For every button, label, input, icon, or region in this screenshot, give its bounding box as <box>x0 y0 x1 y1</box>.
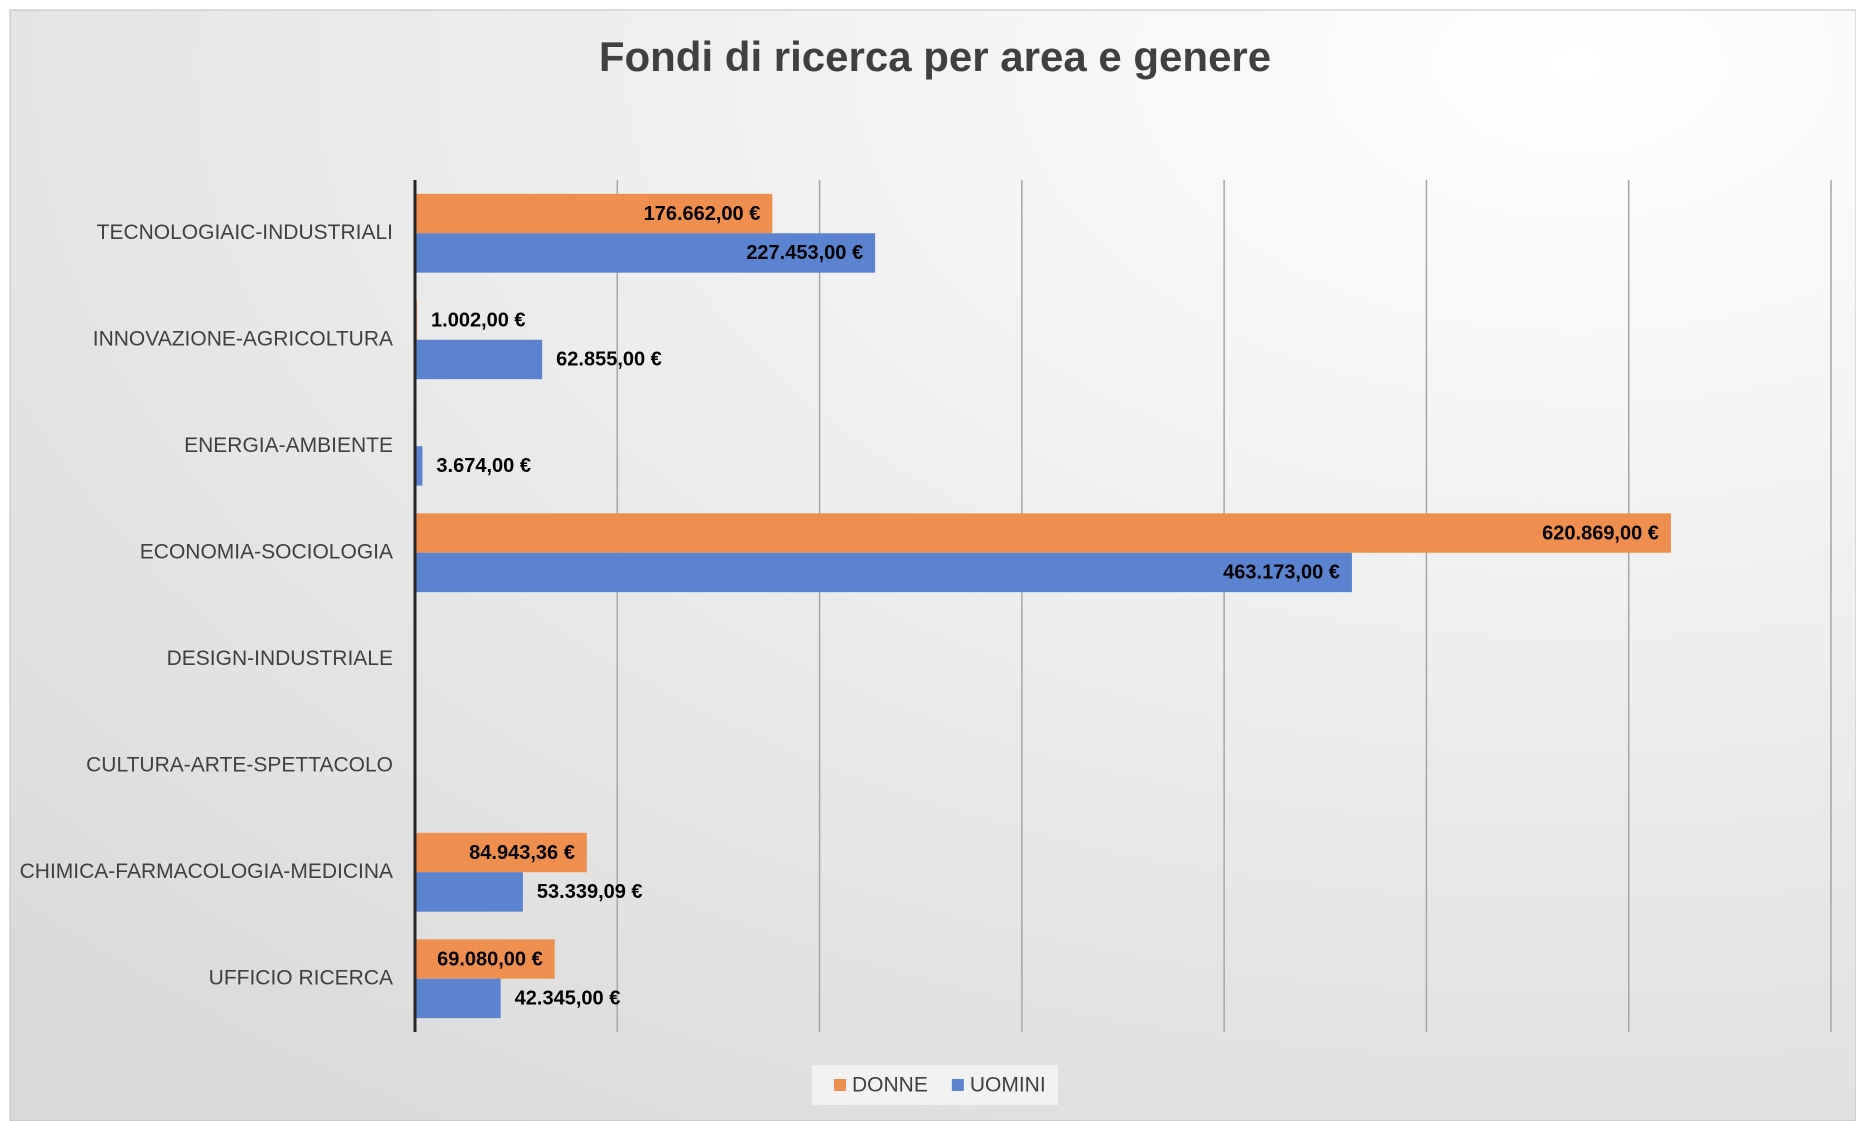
legend-label: UOMINI <box>970 1074 1046 1097</box>
bar <box>415 339 543 380</box>
data-label: 227.453,00 € <box>746 242 863 264</box>
bar <box>415 832 587 873</box>
y-tick-label: CULTURA-ARTE-SPETTACOLO <box>86 753 393 776</box>
data-label: 1.002,00 € <box>431 309 526 331</box>
bar <box>415 939 555 979</box>
legend-swatch <box>834 1079 846 1091</box>
legend-label: DONNE <box>852 1074 928 1097</box>
bar <box>415 193 773 234</box>
bar <box>415 513 1671 553</box>
bar <box>415 233 876 273</box>
y-tick-label: DESIGN-INDUSTRIALE <box>167 647 393 670</box>
data-label: 3.674,00 € <box>436 455 531 477</box>
y-tick-label: UFFICIO RICERCA <box>209 966 393 989</box>
y-tick-label: ECONOMIA-SOCIOLOGIA <box>140 540 393 563</box>
data-label: 620.869,00 € <box>1542 522 1659 544</box>
bar <box>415 446 423 486</box>
y-tick-label: INNOVAZIONE-AGRICOLTURA <box>93 327 393 350</box>
data-label: 463.173,00 € <box>1223 562 1340 584</box>
data-label: 62.855,00 € <box>556 349 662 371</box>
bar <box>415 552 1352 593</box>
data-label: 69.080,00 € <box>437 948 543 970</box>
bar <box>415 872 523 912</box>
data-label: 53.339,09 € <box>537 881 643 903</box>
data-label: 84.943,36 € <box>469 842 575 864</box>
legend-box <box>812 1065 1058 1105</box>
bar <box>415 978 501 1019</box>
data-label: 176.662,00 € <box>644 203 761 225</box>
data-label: 42.345,00 € <box>515 988 621 1010</box>
chart-title: Fondi di ricerca per area e genere <box>599 33 1271 80</box>
y-tick-label: ENERGIA-AMBIENTE <box>184 434 393 457</box>
legend-swatch <box>951 1079 964 1091</box>
y-tick-label: CHIMICA-FARMACOLOGIA-MEDICINA <box>20 860 393 883</box>
y-tick-label: TECNOLOGIAIC-INDUSTRIALI <box>97 221 393 244</box>
